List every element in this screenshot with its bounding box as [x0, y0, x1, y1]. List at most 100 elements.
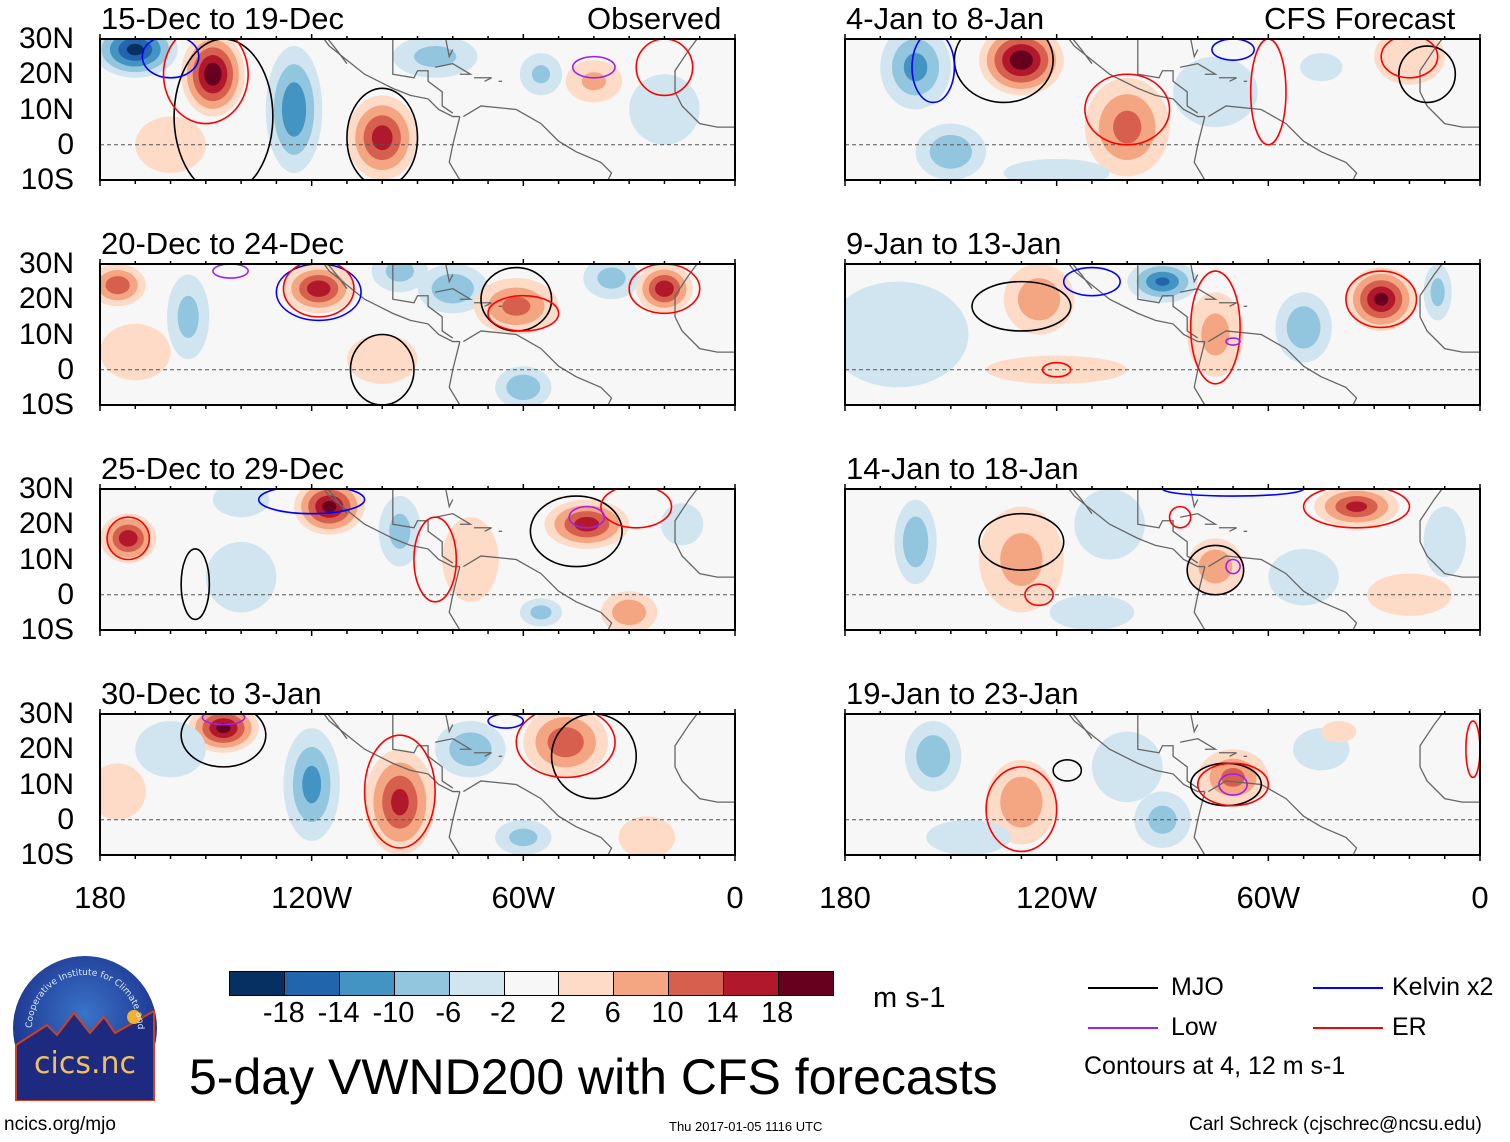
coastline: [1419, 489, 1480, 578]
colorbar-swatch: [778, 972, 833, 995]
lat-tick-label: 30N: [18, 22, 74, 55]
anomaly-level: [177, 295, 199, 339]
lon-tick-label: 60W: [1236, 880, 1301, 915]
panel-title: 25-Dec to 29-Dec: [101, 451, 344, 486]
coastline: [473, 302, 492, 307]
map-panel: [99, 484, 736, 636]
anomaly-level: [212, 489, 270, 518]
er-contour: [1345, 270, 1418, 329]
mjo-contour: [1398, 45, 1457, 104]
legend-low-line: [1088, 1027, 1158, 1029]
legend-mjo-line: [1088, 987, 1158, 989]
coastline: [327, 489, 348, 515]
mjo-contour: [173, 39, 274, 180]
coastline: [1137, 39, 1199, 114]
coastline: [473, 527, 492, 532]
anomaly-level: [502, 296, 531, 316]
lat-tick-label: 0: [57, 127, 74, 161]
coastline: [323, 39, 460, 118]
coastline: [445, 489, 454, 509]
er-contour: [985, 766, 1058, 853]
anomaly-level: [612, 599, 647, 626]
lon-tick-label: 0: [1471, 880, 1489, 915]
coastline: [1193, 791, 1206, 855]
anomaly-level: [506, 374, 541, 401]
site-url[interactable]: ncics.org/mjo: [4, 1114, 116, 1135]
coastline: [392, 39, 454, 114]
kelvin-contour: [275, 264, 362, 322]
anomaly-level: [629, 74, 700, 145]
anomaly-level: [100, 763, 146, 820]
coastline: [1190, 714, 1199, 734]
map-panel: [99, 259, 736, 411]
colorbar-tick-label: 2: [549, 997, 566, 1029]
er-contour: [1168, 505, 1192, 529]
coastline: [463, 105, 613, 180]
er-contour: [1084, 73, 1171, 146]
low-contour: [1218, 773, 1248, 796]
colorbar-swatch: [230, 972, 284, 995]
logo-text: cics.nc: [34, 1046, 136, 1081]
panel-title: 9-Jan to 13-Jan: [846, 226, 1062, 261]
colorbar-tick-label: 6: [604, 997, 621, 1029]
contour-note: Contours at 4, 12 m s-1: [1084, 1052, 1346, 1080]
coastline: [1180, 287, 1218, 300]
legend-er-label: ER: [1392, 1013, 1427, 1041]
anomaly-level: [618, 816, 676, 855]
lat-tick-label: 30N: [18, 472, 74, 505]
lat-tick-label: 0: [57, 577, 74, 611]
er-contour: [600, 489, 673, 529]
timestamp: Thu 2017-01-05 1116 UTC: [669, 1119, 823, 1134]
coastline: [392, 264, 454, 339]
colorbar-tick-label: -6: [435, 997, 462, 1029]
mjo-contour: [1186, 544, 1245, 596]
low-contour: [1225, 558, 1241, 575]
coastline: [1068, 489, 1205, 568]
coastline: [323, 489, 460, 568]
mjo-contour: [971, 280, 1072, 332]
lat-tick-label: 10S: [20, 388, 74, 421]
anomaly-level: [1198, 549, 1233, 584]
lat-tick-label: 30N: [18, 697, 74, 730]
coastline: [1419, 39, 1480, 128]
coastline: [1208, 105, 1358, 180]
map-panel: [844, 34, 1481, 186]
er-contour: [106, 516, 151, 561]
panel-title: 30-Dec to 3-Jan: [101, 676, 322, 711]
anomaly-level: [660, 503, 704, 546]
lon-tick-label: 0: [726, 880, 744, 915]
colorbar-swatch: [448, 972, 504, 995]
coastline: [674, 264, 735, 353]
er-contour: [413, 516, 458, 603]
anomaly-level: [135, 721, 206, 778]
map-panel: [99, 34, 736, 186]
colorbar-tick-label: -2: [490, 997, 516, 1029]
lon-tick-label: 120W: [271, 880, 353, 915]
coastline: [392, 714, 454, 789]
coastline: [1419, 264, 1480, 353]
map-panel: [844, 259, 1481, 411]
er-contour: [1189, 270, 1241, 385]
coastline: [448, 566, 461, 630]
anomaly-level: [902, 516, 929, 568]
lat-tick-label: 10N: [18, 767, 74, 801]
anomaly-level: [1300, 53, 1343, 82]
coastline: [1218, 77, 1237, 82]
er-contour: [1302, 489, 1411, 529]
colorbar-swatch: [613, 972, 669, 995]
anomaly-level: [216, 723, 231, 734]
anomaly-level: [1000, 533, 1043, 586]
colorbar-tick-label: -10: [372, 997, 415, 1029]
legend-kelvin-label: Kelvin x2: [1392, 973, 1494, 1001]
anomaly-level: [1430, 278, 1445, 307]
observed-label: Observed: [587, 1, 722, 36]
lon-tick-label: 180: [819, 880, 871, 915]
lat-tick-label: 10S: [20, 838, 74, 871]
panel-title: 4-Jan to 8-Jan: [846, 1, 1045, 36]
lat-tick-label: 20N: [18, 732, 74, 766]
anomaly-level: [1286, 306, 1321, 349]
anomaly-level: [1268, 548, 1339, 606]
anomaly-level: [581, 72, 606, 91]
mjo-contour: [346, 87, 419, 180]
er-contour: [515, 714, 616, 779]
